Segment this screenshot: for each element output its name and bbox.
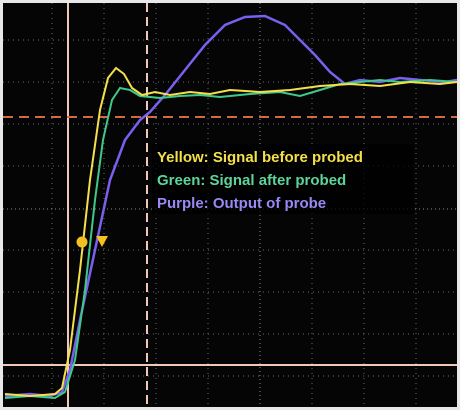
legend-green: Green: Signal after probed: [157, 172, 346, 189]
legend-yellow: Yellow: Signal before probed: [157, 149, 363, 166]
legend-purple: Purple: Output of probe: [157, 195, 326, 212]
legend-box: [152, 144, 414, 214]
center-axes: [3, 3, 457, 407]
marker-circle: [76, 236, 88, 248]
yellow-trace: [4, 66, 458, 398]
green-trace: [4, 78, 458, 400]
marker-triangle: [96, 236, 108, 247]
